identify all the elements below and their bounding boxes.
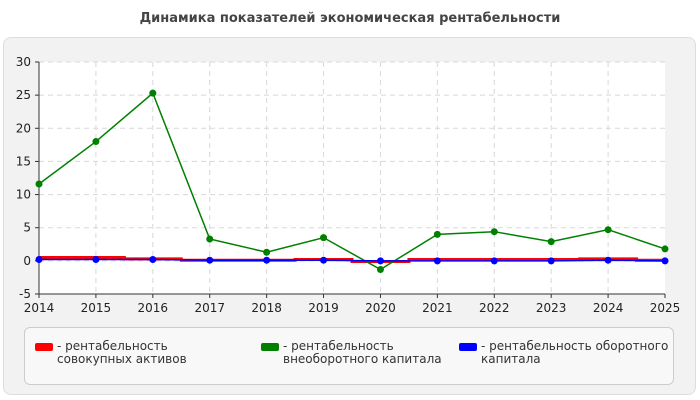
- data-point: [376, 257, 384, 265]
- series-1: [35, 89, 669, 273]
- y-tick-label: 5: [23, 221, 31, 235]
- series-2: [35, 256, 669, 265]
- data-point: [320, 256, 328, 264]
- x-tick-label: 2025: [650, 301, 681, 315]
- series-line: [38, 91, 666, 271]
- data-point: [35, 180, 43, 188]
- data-point: [661, 245, 669, 253]
- y-tick-label: 30: [16, 55, 31, 69]
- legend-item-current[interactable]: - рентабельность оборотного капитала: [459, 340, 669, 366]
- data-point: [547, 257, 555, 265]
- data-point: [433, 230, 441, 238]
- legend-label: - рентабельность совокупных активов: [57, 339, 187, 366]
- legend-swatch: [35, 343, 53, 351]
- legend-swatch: [261, 343, 279, 351]
- legend-item-noncurrent[interactable]: - рентабельность внеоборотного капитала: [261, 340, 471, 366]
- x-tick-label: 2022: [479, 301, 510, 315]
- x-tick-label: 2016: [138, 301, 169, 315]
- x-tick-label: 2021: [422, 301, 453, 315]
- x-tick-label: 2023: [536, 301, 567, 315]
- data-point: [92, 256, 100, 264]
- x-tick-label: 2019: [308, 301, 339, 315]
- grid-lines: [39, 61, 665, 294]
- data-point: [92, 138, 100, 146]
- x-tick-label: 2017: [194, 301, 225, 315]
- data-point: [547, 238, 555, 246]
- data-point: [35, 256, 43, 264]
- data-point: [376, 265, 384, 273]
- data-point: [433, 257, 441, 265]
- x-tick-label: 2020: [365, 301, 396, 315]
- data-point: [206, 256, 214, 264]
- x-tick-label: 2018: [251, 301, 282, 315]
- legend-swatch: [459, 343, 477, 351]
- data-point: [604, 226, 612, 234]
- legend-label: - рентабельность оборотного капитала: [481, 339, 669, 366]
- y-tick-label: -5: [19, 287, 31, 301]
- data-point: [263, 248, 271, 256]
- legend-item-assets[interactable]: - рентабельность совокупных активов: [35, 340, 245, 366]
- chart-title: Динамика показателей экономическая рента…: [139, 11, 561, 26]
- series-group: [35, 89, 669, 273]
- y-tick-label: 10: [16, 188, 31, 202]
- x-tick-label: 2014: [24, 301, 55, 315]
- y-tick-label: 15: [16, 154, 31, 168]
- legend: - рентабельность совокупных активов - ре…: [24, 327, 674, 385]
- y-tick-label: 20: [16, 121, 31, 135]
- legend-label: - рентабельность внеоборотного капитала: [283, 339, 442, 366]
- data-point: [490, 228, 498, 236]
- data-point: [149, 89, 157, 97]
- y-tick-label: 0: [23, 254, 31, 268]
- data-point: [263, 256, 271, 264]
- y-tick-label: 25: [16, 88, 31, 102]
- data-point: [604, 256, 612, 264]
- data-point: [661, 257, 669, 265]
- x-tick-label: 2024: [593, 301, 624, 315]
- data-point: [320, 234, 328, 242]
- series-line: [39, 258, 666, 262]
- data-point: [490, 257, 498, 265]
- data-point: [149, 256, 157, 264]
- x-tick-label: 2015: [81, 301, 112, 315]
- data-point: [206, 235, 214, 243]
- axes: [35, 61, 666, 298]
